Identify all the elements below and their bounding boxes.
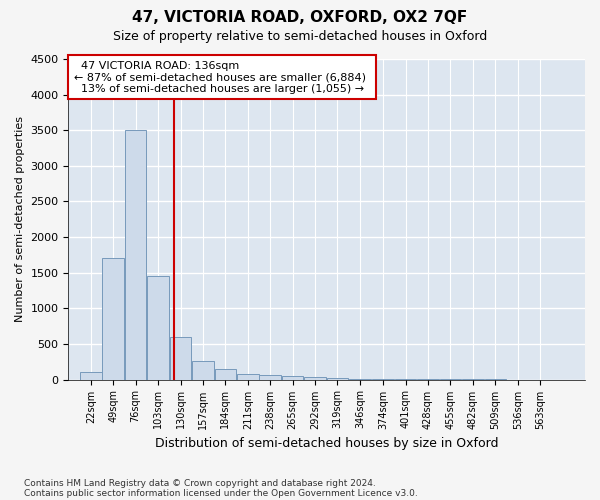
Bar xyxy=(125,130,146,380)
Bar xyxy=(349,379,371,380)
Text: Contains HM Land Registry data © Crown copyright and database right 2024.: Contains HM Land Registry data © Crown c… xyxy=(24,478,376,488)
Bar xyxy=(192,361,214,380)
Text: Contains public sector information licensed under the Open Government Licence v3: Contains public sector information licen… xyxy=(24,488,418,498)
Y-axis label: Number of semi-detached properties: Number of semi-detached properties xyxy=(15,116,25,322)
Bar xyxy=(282,376,304,380)
Bar xyxy=(215,369,236,380)
Bar xyxy=(304,377,326,380)
Bar xyxy=(103,258,124,380)
Text: 47, VICTORIA ROAD, OXFORD, OX2 7QF: 47, VICTORIA ROAD, OXFORD, OX2 7QF xyxy=(133,10,467,25)
Text: Size of property relative to semi-detached houses in Oxford: Size of property relative to semi-detach… xyxy=(113,30,487,43)
Bar xyxy=(237,374,259,380)
Bar xyxy=(80,372,101,380)
X-axis label: Distribution of semi-detached houses by size in Oxford: Distribution of semi-detached houses by … xyxy=(155,437,499,450)
Bar xyxy=(148,276,169,380)
Text: 47 VICTORIA ROAD: 136sqm  
← 87% of semi-detached houses are smaller (6,884)
  1: 47 VICTORIA ROAD: 136sqm ← 87% of semi-d… xyxy=(74,60,371,94)
Bar xyxy=(170,337,191,380)
Bar xyxy=(259,376,281,380)
Bar xyxy=(327,378,348,380)
